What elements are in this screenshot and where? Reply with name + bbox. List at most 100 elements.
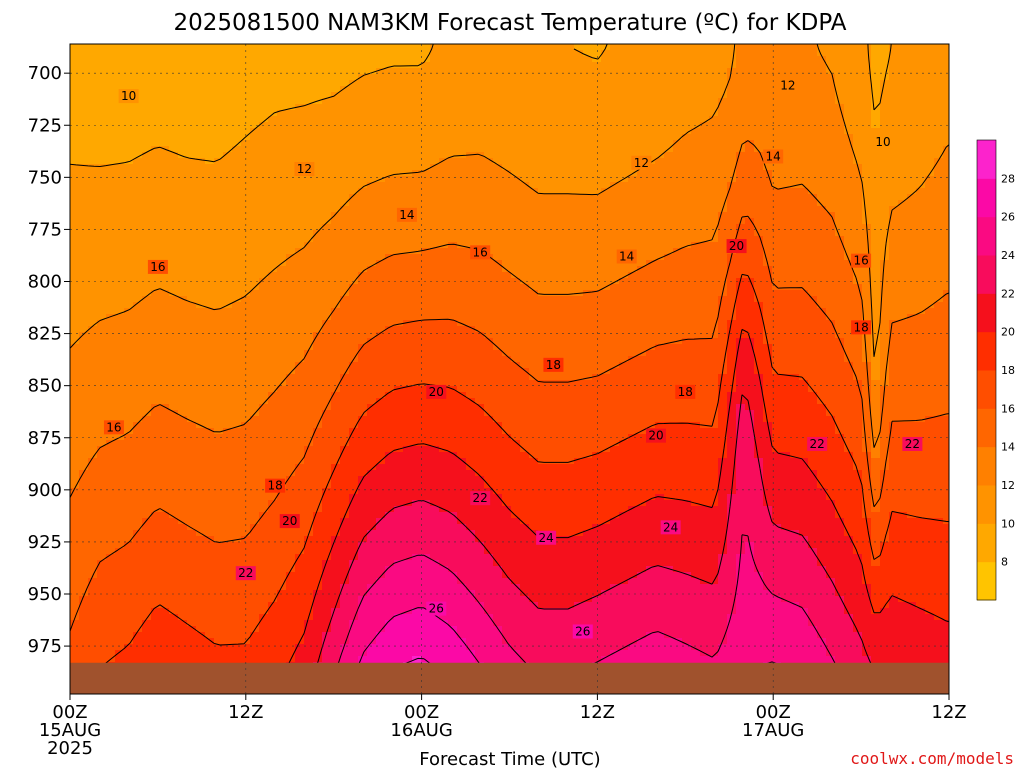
contour-label-bg — [279, 514, 300, 529]
x-tick-label: 12Z — [931, 702, 966, 723]
ground-surface — [70, 662, 949, 694]
contour-label-bg — [470, 245, 491, 260]
colorbar-swatch — [977, 370, 996, 409]
y-tick-label: 775 — [28, 219, 62, 240]
contour-label: 10 — [873, 134, 894, 149]
y-tick-label: 975 — [28, 636, 62, 657]
contour-label: 10 — [118, 89, 139, 104]
contour-label-bg — [763, 149, 784, 164]
contour-label-text: 18 — [678, 385, 693, 399]
y-tick-label: 750 — [28, 167, 62, 188]
colorbar-label: 22 — [1001, 287, 1015, 300]
contour-label: 12 — [631, 155, 652, 170]
contour-label: 16 — [147, 259, 168, 274]
colorbar-label: 20 — [1001, 326, 1015, 339]
y-tick-label: 850 — [28, 376, 62, 397]
x-tick-label: 00Z — [52, 702, 87, 723]
contour-18 — [89, 273, 949, 694]
contour-label-text: 10 — [875, 135, 890, 149]
contour-label: 24 — [536, 530, 557, 545]
contour-label-bg — [851, 320, 872, 335]
contour-label-bg — [265, 478, 286, 493]
contour-label-text: 16 — [106, 420, 121, 434]
y-tick-label: 700 — [28, 63, 62, 84]
colorbar-swatch — [977, 178, 996, 218]
contour-label-text: 18 — [267, 479, 282, 493]
y-tick-label: 725 — [28, 115, 62, 136]
colorbar-label: 16 — [1001, 402, 1015, 415]
x-tick-label: 12Z — [580, 702, 615, 723]
x-tick-label: 17AUG — [742, 720, 804, 741]
contour-label-text: 14 — [766, 150, 781, 164]
contour-label-text: 10 — [121, 89, 136, 103]
colorbar-swatch — [977, 293, 996, 333]
contour-label: 20 — [726, 239, 747, 254]
x-tick-label: 16AUG — [390, 720, 452, 741]
chart-title: 2025081500 NAM3KM Forecast Temperature (… — [174, 10, 847, 36]
y-axis-pressure: 700 725 750 775 800 825 850 875 900 925 950 975 — [28, 63, 70, 657]
colorbar-swatch — [977, 408, 996, 448]
contour-label-text: 20 — [429, 385, 444, 399]
contour-label-text: 18 — [546, 358, 561, 372]
colorbar: 8 10 12 14 16 18 20 22 24 26 28 — [976, 139, 1015, 601]
colorbar-label: 28 — [1001, 172, 1015, 185]
contour-label-bg — [631, 155, 652, 170]
contour-label: 14 — [763, 149, 784, 164]
contour-label-text: 18 — [853, 320, 868, 334]
contour-14 — [70, 140, 949, 498]
colorbar-label: 14 — [1001, 441, 1015, 454]
contour-label-text: 16 — [853, 254, 868, 268]
contour-label: 14 — [616, 249, 637, 264]
colorbar-label: 26 — [1001, 211, 1015, 224]
contour-label: 22 — [235, 566, 256, 581]
contour-label-text: 22 — [810, 437, 825, 451]
contour-label-bg — [470, 491, 491, 506]
contour-label-bg — [777, 78, 798, 93]
x-tick-label: 00Z — [404, 702, 439, 723]
y-tick-label: 825 — [28, 324, 62, 345]
y-tick-label: 875 — [28, 428, 62, 449]
x-axis-title: Forecast Time (UTC) — [419, 749, 600, 768]
colorbar-swatch — [977, 216, 996, 256]
contour-12 — [70, 44, 949, 357]
contour-label-text: 26 — [575, 625, 590, 639]
contour-label-bg — [118, 89, 139, 104]
contour-10 — [70, 44, 892, 167]
contour-label: 22 — [902, 437, 923, 451]
contour-label-bg — [426, 601, 447, 616]
x-tick-label: 15AUG — [39, 720, 101, 741]
contour-label: 16 — [103, 420, 124, 435]
contour-label-bg — [426, 384, 447, 399]
contour-label-bg — [536, 530, 557, 545]
contour-label-text: 14 — [399, 208, 414, 222]
y-tick-label: 800 — [28, 272, 62, 293]
contour-labels: 10 10 12 12 12 14 14 14 16 16 16 16 18 18 18 18 20 20 20 20… — [103, 78, 923, 639]
contour-label-bg — [851, 253, 872, 268]
source-credit: coolwx.com/models — [850, 749, 1014, 768]
contour-label-text: 20 — [282, 514, 297, 528]
colorbar-swatch — [977, 485, 996, 524]
contour-label: 20 — [646, 428, 666, 443]
contour-label-bg — [807, 437, 828, 451]
x-tick-label: 12Z — [228, 702, 263, 723]
contour-label: 20 — [279, 514, 300, 529]
contour-label-bg — [902, 437, 923, 451]
contour-label: 18 — [265, 478, 286, 493]
contour-label-text: 22 — [238, 566, 253, 580]
contour-label: 12 — [294, 162, 315, 176]
contour-label: 22 — [470, 491, 491, 506]
colorbar-swatch — [977, 561, 996, 601]
contour-label-text: 12 — [297, 162, 312, 176]
y-tick-label: 900 — [28, 480, 62, 501]
contour-label: 16 — [470, 245, 491, 260]
colorbar-frame — [976, 139, 997, 601]
contour-label-bg — [543, 357, 564, 372]
contour-label-bg — [147, 259, 168, 274]
colorbar-swatch — [977, 446, 996, 486]
contour-label-text: 20 — [648, 429, 663, 443]
contour-label-text: 22 — [905, 437, 920, 451]
y-tick-label: 925 — [28, 532, 62, 553]
contour-label-bg — [616, 249, 637, 264]
colorbar-swatch — [977, 140, 996, 179]
